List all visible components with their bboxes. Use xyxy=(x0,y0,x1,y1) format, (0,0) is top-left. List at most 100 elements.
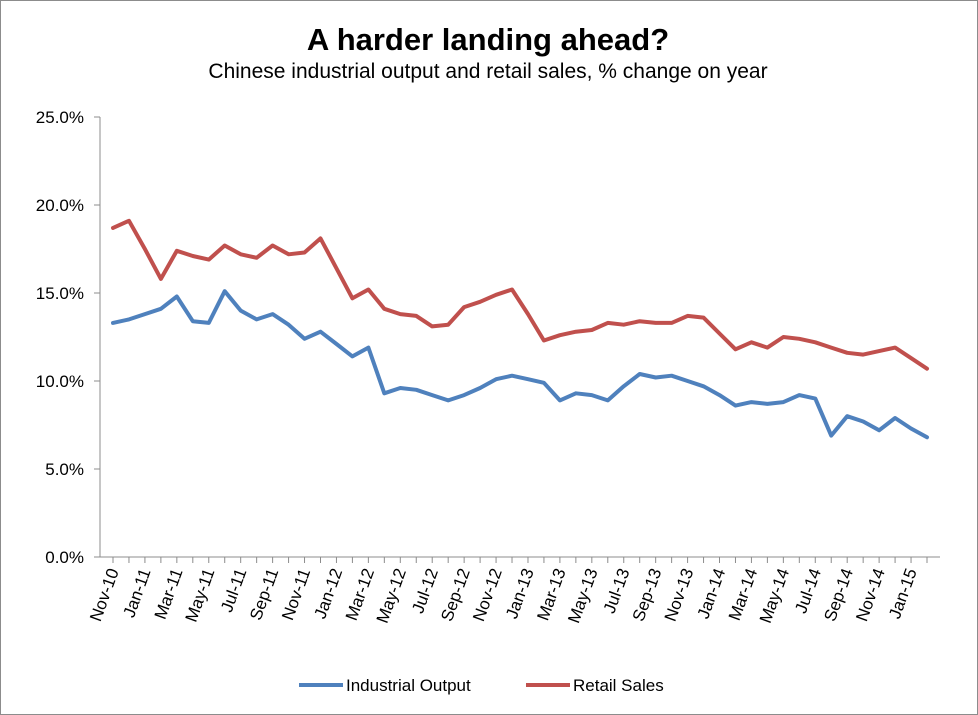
data-point xyxy=(797,337,801,341)
y-tick-label: 20.0% xyxy=(36,196,84,215)
data-point xyxy=(845,351,849,355)
data-point xyxy=(191,319,195,323)
data-point xyxy=(175,295,179,299)
data-point xyxy=(478,386,482,390)
y-tick-label: 15.0% xyxy=(36,284,84,303)
x-tick-label: Sep-11 xyxy=(246,566,282,623)
data-point xyxy=(303,337,307,341)
x-tick-label: Jan-15 xyxy=(885,566,921,621)
x-tick-label: Jan-11 xyxy=(119,566,154,620)
data-point xyxy=(606,321,610,325)
data-point xyxy=(510,374,514,378)
data-point xyxy=(574,330,578,334)
data-point xyxy=(159,307,163,311)
y-axis: 0.0% 5.0% 10.0% 15.0% 20.0% 25.0% xyxy=(36,108,101,567)
data-point xyxy=(462,393,466,397)
chart-title: A harder landing ahead? xyxy=(306,22,670,57)
data-point xyxy=(749,340,753,344)
data-point xyxy=(159,277,163,281)
data-point xyxy=(797,393,801,397)
data-point xyxy=(861,419,865,423)
data-point xyxy=(622,384,626,388)
data-point xyxy=(765,402,769,406)
x-tick-label: Jan-13 xyxy=(502,566,538,621)
data-point xyxy=(510,287,514,291)
data-point xyxy=(893,416,897,420)
x-tick-label: May-13 xyxy=(564,566,601,626)
data-point xyxy=(255,317,259,321)
data-point xyxy=(749,400,753,404)
data-point xyxy=(271,243,275,247)
data-point xyxy=(781,400,785,404)
data-point xyxy=(446,398,450,402)
data-point xyxy=(845,414,849,418)
data-point xyxy=(414,388,418,392)
data-point xyxy=(223,243,227,247)
data-point xyxy=(462,305,466,309)
data-point xyxy=(877,349,881,353)
data-point xyxy=(382,391,386,395)
data-point xyxy=(829,434,833,438)
x-tick-label: Jan-12 xyxy=(311,566,347,621)
data-point xyxy=(287,252,291,256)
data-point xyxy=(718,393,722,397)
data-point xyxy=(303,251,307,255)
data-point xyxy=(366,287,370,291)
data-point xyxy=(526,377,530,381)
data-point xyxy=(398,312,402,316)
data-point xyxy=(765,346,769,350)
data-point xyxy=(733,404,737,408)
series-lines xyxy=(111,218,929,440)
x-tick-label: Mar-12 xyxy=(342,566,378,623)
series-line-industrial-output xyxy=(111,289,929,440)
data-point xyxy=(334,342,338,346)
data-point xyxy=(638,319,642,323)
x-tick-label: May-11 xyxy=(182,566,219,625)
data-point xyxy=(542,339,546,343)
data-point xyxy=(590,328,594,332)
x-tick-label: Mar-13 xyxy=(533,566,569,623)
y-tick-label: 10.0% xyxy=(36,372,84,391)
x-tick-label: Jul-12 xyxy=(408,566,442,616)
data-point xyxy=(382,307,386,311)
data-point xyxy=(622,323,626,327)
data-point xyxy=(111,321,115,325)
x-tick-label: Nov-14 xyxy=(852,566,889,624)
x-tick-label: Jul-14 xyxy=(791,566,825,616)
data-point xyxy=(366,346,370,350)
data-point xyxy=(654,321,658,325)
data-point xyxy=(175,249,179,253)
x-tick-label: Jan-14 xyxy=(694,566,730,621)
data-point xyxy=(813,340,817,344)
data-point xyxy=(318,330,322,334)
x-tick-label: Mar-11 xyxy=(151,566,187,622)
x-tick-label: Jul-11 xyxy=(217,566,250,615)
data-point xyxy=(446,323,450,327)
data-point xyxy=(670,321,674,325)
data-point xyxy=(813,397,817,401)
data-point xyxy=(191,254,195,258)
data-point xyxy=(127,219,131,223)
data-point xyxy=(494,377,498,381)
data-point xyxy=(143,247,147,251)
data-point xyxy=(111,226,115,230)
data-point xyxy=(574,391,578,395)
data-point xyxy=(590,393,594,397)
data-point xyxy=(654,375,658,379)
data-point xyxy=(638,372,642,376)
data-point xyxy=(318,236,322,240)
x-tick-label: May-14 xyxy=(756,566,793,626)
y-tick-label: 25.0% xyxy=(36,108,84,127)
x-tick-label: Nov-10 xyxy=(86,566,123,624)
data-point xyxy=(829,346,833,350)
data-point xyxy=(686,314,690,318)
data-point xyxy=(350,354,354,358)
data-point xyxy=(877,428,881,432)
x-tick-label: Sep-13 xyxy=(629,566,666,624)
data-point xyxy=(526,312,530,316)
legend-label-retail-sales: Retail Sales xyxy=(573,676,664,695)
data-point xyxy=(893,346,897,350)
data-point xyxy=(606,398,610,402)
data-point xyxy=(239,309,243,313)
